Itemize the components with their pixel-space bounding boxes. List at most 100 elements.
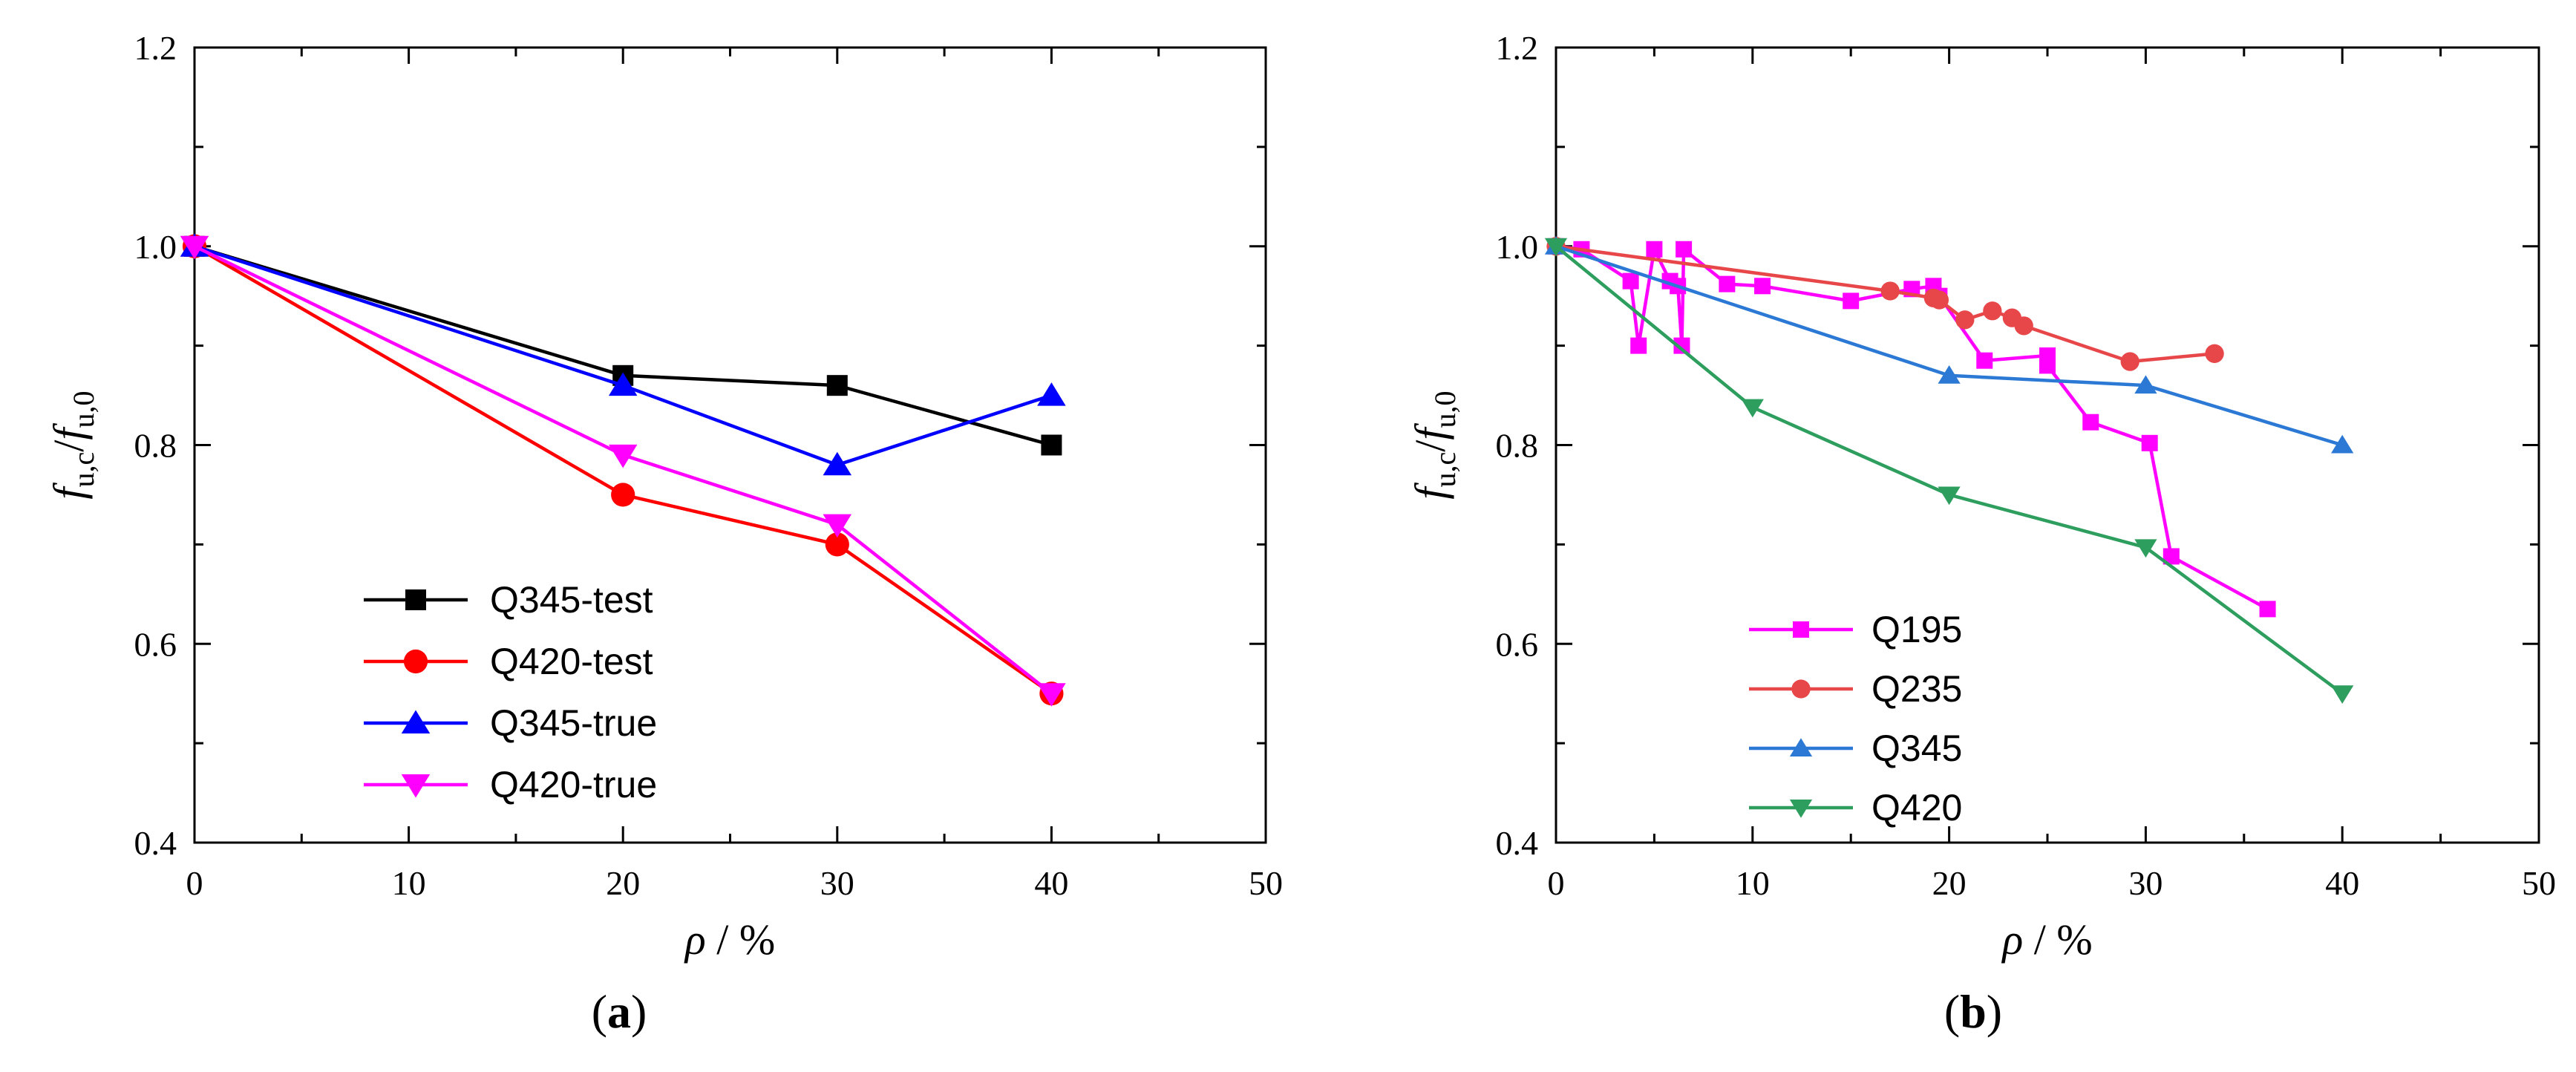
data-point-q195 bbox=[2141, 434, 2158, 451]
legend-marker-q420-test bbox=[403, 649, 428, 674]
data-point-q195 bbox=[1673, 337, 1690, 354]
panel-label-open: ( bbox=[592, 985, 607, 1038]
series-line-q345-test bbox=[194, 244, 1053, 447]
data-point-q345-true bbox=[823, 451, 852, 476]
data-point-q420 bbox=[2331, 685, 2354, 704]
y-tick-label: 0.4 bbox=[1496, 824, 1539, 862]
y-axis-label-sub2: u,0 bbox=[1428, 390, 1462, 428]
x-axis-label-unit: / % bbox=[706, 915, 775, 964]
series-line-q345-true bbox=[194, 244, 1053, 467]
legend-label-q420: Q420 bbox=[1871, 787, 1962, 828]
x-tick-label: 10 bbox=[1736, 864, 1770, 902]
y-axis-label: fu,c/fu,0 bbox=[1406, 390, 1462, 499]
panel-label-letter: b bbox=[1960, 985, 1987, 1038]
legend-marker-q195 bbox=[1793, 621, 1809, 638]
y-axis-label-sub2: u,0 bbox=[67, 390, 100, 428]
data-point-q345-true bbox=[1037, 382, 1066, 406]
panel-label: (a) bbox=[592, 985, 647, 1038]
y-axis-label: fu,c/fu,0 bbox=[45, 390, 100, 499]
data-point-q195 bbox=[1622, 272, 1639, 290]
x-tick-label: 0 bbox=[186, 864, 203, 902]
data-point-q420 bbox=[2134, 539, 2157, 558]
data-point-q195 bbox=[1754, 278, 1771, 295]
y-tick-label: 0.6 bbox=[134, 625, 177, 663]
legend-label-q345-test: Q345-test bbox=[490, 579, 653, 621]
y-axis-label-sep: / bbox=[1406, 439, 1454, 452]
data-point-q345 bbox=[2134, 375, 2157, 394]
data-point-q235 bbox=[1929, 290, 1949, 310]
legend-marker-q345-test bbox=[405, 589, 426, 610]
data-point-q420-test bbox=[611, 483, 635, 507]
data-point-q420 bbox=[1741, 399, 1764, 418]
x-tick-label: 40 bbox=[2325, 864, 2359, 902]
data-point-q345-test bbox=[826, 375, 848, 396]
data-point-q345 bbox=[1938, 365, 1961, 384]
data-point-q235 bbox=[2120, 352, 2139, 371]
legend-marker-q420 bbox=[1789, 800, 1813, 818]
data-point-q195 bbox=[1719, 275, 1736, 292]
x-tick-label: 30 bbox=[2128, 864, 2163, 902]
x-tick-label: 20 bbox=[606, 864, 640, 902]
chart-panel-b: 0 10 20 30 40 50 0.4 0.6 0.8 1.0 1.2 ρ / % fu,c/fu,0… bbox=[1406, 29, 2556, 1038]
y-axis-label-sub1: u,c bbox=[67, 452, 100, 488]
legend-label-q420-true: Q420-true bbox=[490, 764, 657, 805]
data-point-q195 bbox=[1646, 241, 1663, 258]
data-point-q345 bbox=[2331, 434, 2354, 454]
series-line-q195 bbox=[1555, 244, 2269, 611]
series-line-q345 bbox=[1555, 244, 2343, 447]
legend-marker-q420-true bbox=[401, 774, 431, 798]
data-point-q235 bbox=[1880, 281, 1900, 301]
y-tick-label: 1.0 bbox=[1496, 228, 1539, 266]
data-point-q420-true bbox=[180, 235, 209, 260]
legend-marker-q345 bbox=[1789, 738, 1813, 756]
y-tick-label: 0.6 bbox=[1496, 625, 1539, 663]
series-line-q420-true bbox=[194, 244, 1053, 695]
x-axis-label-symbol: ρ bbox=[684, 915, 706, 964]
data-point-q235 bbox=[1955, 310, 1975, 330]
data-point-q235 bbox=[1983, 301, 2002, 321]
legend-label-q195: Q195 bbox=[1871, 609, 1962, 650]
x-tick-label: 20 bbox=[1932, 864, 1967, 902]
chart-panel-a: 0 10 20 30 40 50 0.4 0.6 0.8 1.0 1.2 ρ / % fu,c/fu,0… bbox=[45, 29, 1283, 1038]
y-tick-label: 1.2 bbox=[134, 29, 177, 67]
x-axis-label-symbol: ρ bbox=[2001, 915, 2023, 964]
panel-label: (b) bbox=[1944, 985, 2002, 1038]
data-point-q195 bbox=[1630, 337, 1647, 354]
y-tick-label: 0.8 bbox=[134, 427, 177, 465]
legend-label-q345: Q345 bbox=[1871, 728, 1962, 769]
x-tick-label: 50 bbox=[2522, 864, 2556, 902]
plot-frame bbox=[1555, 46, 2540, 844]
data-point-q195 bbox=[2082, 414, 2099, 431]
data-point-q195 bbox=[2259, 601, 2276, 618]
data-point-q345-true bbox=[608, 372, 638, 396]
x-axis-label: ρ / % bbox=[2001, 915, 2092, 964]
x-tick-label: 0 bbox=[1548, 864, 1565, 902]
y-tick-label: 0.4 bbox=[134, 824, 177, 862]
legend-label-q235: Q235 bbox=[1871, 668, 1962, 710]
data-point-q420-true bbox=[608, 444, 638, 468]
panel-label-open: ( bbox=[1944, 985, 1960, 1038]
data-point-q235 bbox=[2205, 344, 2224, 363]
y-tick-label: 1.2 bbox=[1496, 29, 1539, 67]
data-point-q420-true bbox=[1037, 683, 1066, 707]
panel-label-close: ) bbox=[631, 985, 647, 1038]
y-axis-label-sep: / bbox=[45, 439, 93, 452]
panel-label-letter: a bbox=[607, 985, 631, 1038]
data-point-q345-test bbox=[1041, 434, 1062, 456]
data-point-q195 bbox=[1676, 241, 1693, 258]
data-point-q195 bbox=[2163, 548, 2180, 565]
series-line-q420-test bbox=[193, 244, 1053, 696]
x-tick-label: 30 bbox=[820, 864, 854, 902]
y-tick-label: 0.8 bbox=[1496, 427, 1539, 465]
x-tick-label: 50 bbox=[1249, 864, 1283, 902]
legend-label-q420-test: Q420-test bbox=[490, 641, 653, 682]
data-point-q420-true bbox=[823, 514, 852, 538]
x-axis-label: ρ / % bbox=[684, 915, 775, 964]
y-axis-label-sub1: u,c bbox=[1428, 452, 1462, 488]
data-point-q420 bbox=[1938, 486, 1961, 506]
x-tick-label: 40 bbox=[1034, 864, 1068, 902]
legend-label-q345-true: Q345-true bbox=[490, 702, 657, 744]
legend-marker-q345-true bbox=[401, 710, 431, 733]
x-axis-label-unit: / % bbox=[2023, 915, 2092, 964]
